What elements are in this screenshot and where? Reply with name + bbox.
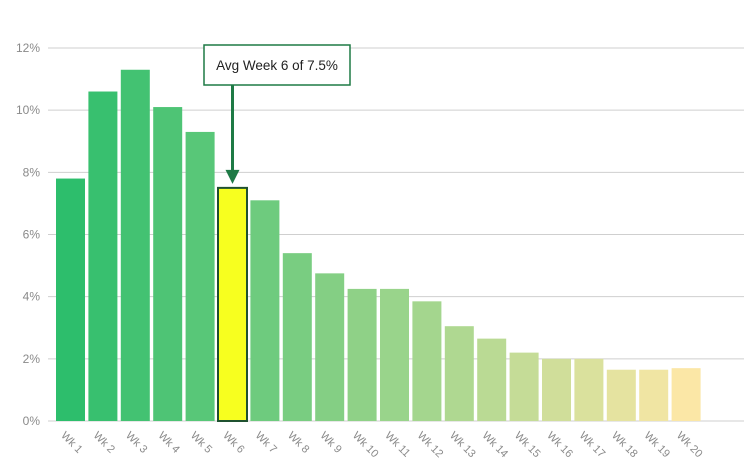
bar-wk-12 (412, 301, 442, 421)
y-axis-ticks: 0% 2% 4% 6% 8% 10% 12% (16, 41, 40, 428)
x-tick-label: Wk 12 (415, 430, 446, 461)
bar-wk-17 (574, 358, 604, 421)
bar-wk-10 (347, 288, 377, 421)
x-tick-label: Wk 15 (512, 430, 543, 461)
y-tick-label: 10% (16, 103, 40, 117)
bar-wk-7 (250, 200, 280, 421)
x-tick-label: Wk 4 (156, 430, 182, 456)
x-tick-label: Wk 3 (123, 430, 149, 456)
y-tick-label: 0% (23, 414, 41, 428)
bar-wk-8 (282, 253, 312, 421)
x-tick-label: Wk 10 (350, 430, 381, 461)
x-tick-label: Wk 19 (642, 430, 673, 461)
bar-wk-13 (444, 326, 474, 421)
annotation-text: Avg Week 6 of 7.5% (216, 58, 338, 73)
bar-wk-16 (542, 358, 571, 421)
bar-wk-11 (380, 288, 409, 421)
x-tick-label: Wk 14 (480, 430, 511, 461)
x-tick-label: Wk 9 (318, 430, 344, 456)
bar-wk-19 (639, 369, 669, 421)
bars (56, 69, 701, 422)
bar-wk-14 (477, 338, 507, 421)
bar-wk-20 (671, 368, 701, 421)
bar-wk-15 (509, 352, 539, 421)
bar-wk-3 (120, 69, 150, 421)
bar-wk-2 (88, 91, 118, 422)
bar-wk-18 (606, 369, 636, 421)
x-tick-label: Wk 6 (220, 430, 246, 456)
y-tick-label: 8% (23, 165, 41, 179)
y-tick-label: 2% (23, 352, 41, 366)
y-tick-label: 4% (23, 290, 41, 304)
x-tick-label: Wk 7 (253, 430, 279, 456)
bar-wk-4 (153, 107, 183, 421)
annotation: Avg Week 6 of 7.5% (203, 44, 351, 184)
x-tick-label: Wk 18 (609, 430, 640, 461)
bar-wk-5 (185, 131, 215, 422)
x-tick-label: Wk 20 (674, 430, 705, 461)
y-tick-label: 6% (23, 228, 41, 242)
bar-wk-6 (217, 186, 248, 422)
y-tick-label: 12% (16, 41, 40, 55)
x-tick-label: Wk 5 (188, 430, 214, 456)
x-tick-label: Wk 16 (544, 430, 575, 461)
annotation-box (203, 44, 351, 86)
bar-wk-9 (315, 273, 345, 421)
bar-wk-1 (56, 178, 85, 421)
x-tick-label: Wk 1 (58, 430, 84, 456)
annotation-arrow-head (225, 169, 240, 184)
x-axis-ticks: Wk 1 Wk 2 Wk 3 Wk 4 Wk 5 Wk 6 Wk 7 Wk 8 Wk 9 Wk 1… (58, 430, 704, 461)
x-tick-label: Wk 11 (382, 430, 412, 460)
x-tick-label: Wk 13 (447, 430, 478, 461)
x-tick-label: Wk 2 (91, 430, 117, 456)
x-tick-label: Wk 17 (577, 430, 608, 461)
x-tick-label: Wk 8 (285, 430, 311, 456)
